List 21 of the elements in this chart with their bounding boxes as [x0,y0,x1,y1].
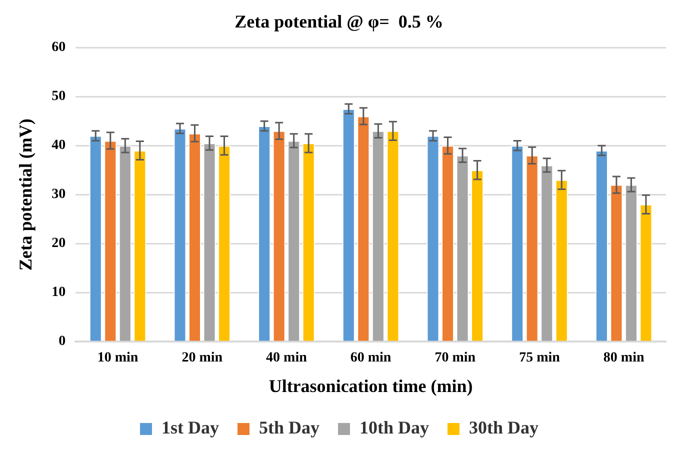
x-tick-label: 70 min [434,350,476,366]
legend-label: 10th Day [359,418,430,438]
y-tick-label: 40 [52,138,66,154]
y-tick-label: 30 [52,187,66,202]
y-tick-label: 20 [52,236,66,252]
x-tick-label: 60 min [350,350,392,366]
x-tick-label: 10 min [97,350,138,366]
chart-title: Zeta potential @ φ= 0.5 % [234,11,444,32]
legend-label: 1st Day [161,418,219,438]
x-tick-label: 40 min [266,350,308,366]
legend-label: 5th Day [258,418,320,438]
legend-label: 30th Day [469,418,539,438]
y-tick-label: 60 [52,40,66,56]
y-tick-label: 10 [52,285,66,300]
x-tick-label: 20 min [182,350,223,366]
x-axis-title: Ultrasonication time (min) [268,376,473,396]
y-tick-label: 50 [52,89,66,104]
x-tick-label: 75 min [519,350,560,366]
y-axis-title: Zeta potential (mV) [15,118,36,271]
x-tick-label: 80 min [603,350,644,366]
y-tick-label: 0 [58,334,66,350]
